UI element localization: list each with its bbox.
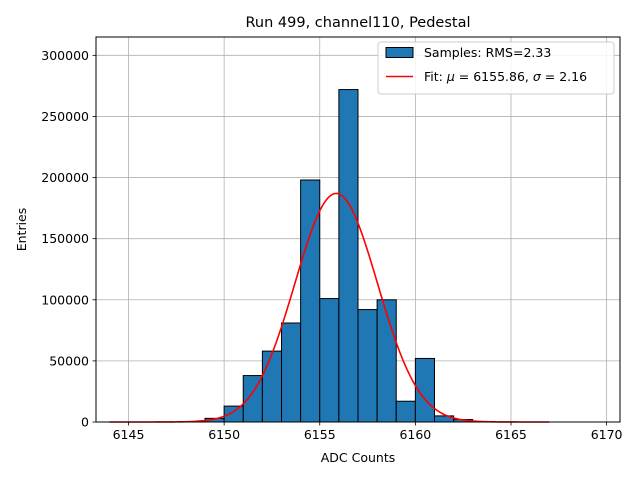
y-tick-label: 150000: [41, 231, 89, 246]
histogram-bar: [319, 298, 340, 423]
x-axis-label: ADC Counts: [321, 450, 396, 465]
histogram-bar: [281, 322, 302, 423]
x-tick-label: 6170: [591, 427, 623, 442]
histogram-bar: [261, 350, 283, 423]
x-axis-ticks: 6145 6150 6155 6160 6165 6170: [113, 422, 623, 442]
y-axis-ticks: 0 50000 100000 150000 200000 250000 300000: [41, 48, 96, 430]
y-tick-label: 0: [81, 415, 89, 430]
histogram-bar: [376, 299, 397, 423]
plot-frame: [95, 36, 621, 423]
x-tick-label: 6145: [113, 427, 145, 442]
x-tick-label: 6150: [208, 427, 240, 442]
legend: Samples: RMS=2.33 Fit: μ = 6155.86, σ = …: [377, 41, 615, 95]
y-axis-label: Entries: [14, 208, 29, 252]
y-tick-label: 300000: [41, 48, 89, 63]
histogram-bar: [395, 400, 416, 423]
x-tick-label: 6160: [399, 427, 431, 442]
y-tick-label: 100000: [41, 292, 89, 307]
histogram-bars: [204, 89, 474, 423]
histogram-bar: [223, 405, 244, 423]
legend-bar-swatch: [385, 47, 414, 58]
x-tick-label: 6165: [495, 427, 527, 442]
legend-fit-label: Fit: μ = 6155.86, σ = 2.16: [424, 69, 587, 84]
y-tick-label: 250000: [41, 109, 89, 124]
x-tick-label: 6155: [304, 427, 336, 442]
legend-box: [377, 41, 615, 95]
chart-title: Run 499, channel110, Pedestal: [245, 15, 470, 31]
histogram-bar: [357, 309, 378, 423]
legend-bar-label: Samples: RMS=2.33: [424, 45, 551, 60]
histogram-bar: [338, 89, 359, 423]
y-tick-label: 200000: [41, 170, 89, 185]
y-tick-label: 50000: [49, 353, 89, 368]
